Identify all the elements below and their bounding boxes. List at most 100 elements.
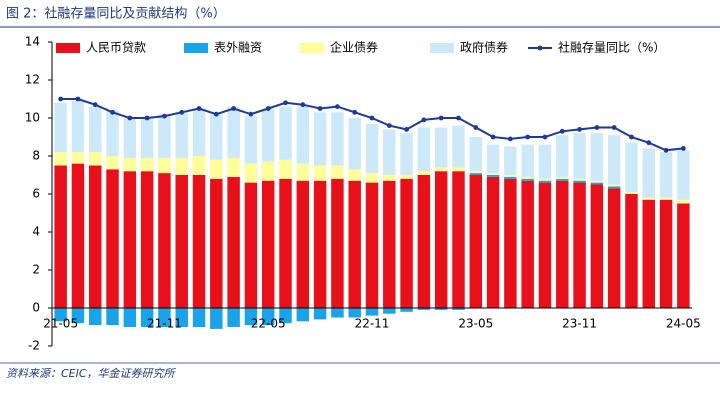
y-tick-label: 14 [25,35,40,49]
line-point [58,96,64,102]
bar-segment [504,178,517,308]
bar-segment [210,308,223,329]
bar-segment [486,144,500,174]
bar-segment [383,175,396,181]
bar-segment [573,182,586,308]
bar-segment [607,186,621,189]
bar-segment [158,308,171,327]
bar-segment [296,106,310,164]
bar-segment [158,173,171,308]
bar-segment [486,176,500,308]
bar-segment [538,182,552,308]
bar-segment [140,308,154,327]
bar-segment [417,175,431,308]
bar-segment [573,133,586,179]
bar-segment [140,157,154,172]
bar-segment [434,127,448,168]
x-tick-label: 22-05 [251,317,286,331]
bar-segment [210,114,223,160]
bar-segment [175,157,188,175]
bar-segment [434,171,448,308]
bar-segment [71,152,85,164]
line-point [283,100,288,106]
bar-segment [400,175,413,179]
bar-segment [192,308,206,327]
bar-segment [590,133,604,181]
line-point [663,147,669,153]
bar-segment [54,152,67,166]
bar-segment [400,178,413,308]
bar-segment [607,135,621,185]
x-tick-label: 22-11 [355,317,390,331]
line-point [577,126,582,132]
line-point [421,117,427,123]
bar-segment [642,148,655,198]
bar-segment [123,157,137,172]
bar-segment [210,178,223,308]
bar-segment [452,167,465,172]
line-point [162,113,167,119]
bar-segment [590,182,604,185]
bar-segment [556,178,569,181]
bar-segment [469,171,483,174]
line-point [438,115,444,121]
bar-segment [123,171,137,308]
legend-label: 社融存量同比（%） [558,40,665,55]
bar-segment [106,169,119,308]
x-tick-label: 23-11 [562,317,597,331]
bar-segment [331,165,344,179]
x-tick-label: 24-05 [666,317,701,331]
bar-segment [573,180,586,183]
x-tick-label: 21-11 [147,317,182,331]
line-point [127,115,133,121]
bar-segment [625,194,638,308]
line-point [594,125,600,130]
x-tick-label: 23-05 [458,317,493,331]
bar-segment [54,308,67,322]
bar-segment [677,150,690,200]
line-point [490,134,496,140]
bar-segment [227,308,240,327]
bar-segment [279,159,292,179]
bar-segment [590,180,604,183]
bar-segment [140,171,154,308]
bar-segment [331,178,344,308]
bar-segment [279,178,292,308]
line-point [542,134,548,140]
bar-segment [504,146,517,175]
bar-segment [348,180,361,308]
bar-segment [244,163,258,183]
line-point [75,96,81,102]
bar-segment [158,157,171,174]
bar-segment [54,165,67,308]
bar-segment [573,178,586,181]
bar-segment [365,173,379,183]
bar-segment [227,157,240,177]
line-point [369,115,375,121]
bar-segment [261,308,275,326]
line-point [386,123,392,128]
bar-segment [556,135,569,177]
bar-segment [158,114,171,158]
bar-segment [417,308,431,310]
y-tick-label: 10 [25,111,40,125]
bar-segment [521,180,534,308]
bar-segment [71,308,85,324]
bar-segment [417,171,431,175]
bar-segment [659,152,673,198]
line-point [335,104,340,109]
bar-segment [383,180,396,308]
bar-segment [452,171,465,308]
bar-segment [434,308,448,310]
bar-segment [383,308,396,314]
bar-segment [313,308,327,320]
bar-segment [210,159,223,179]
bar-segment [452,308,465,310]
line-point [352,109,358,115]
y-tick-label: 2 [32,263,40,277]
bar-segment [123,308,137,327]
bar-segment [348,169,361,181]
bar-segment [313,165,327,181]
bar-segment [365,123,379,174]
bar-segment [677,203,690,308]
